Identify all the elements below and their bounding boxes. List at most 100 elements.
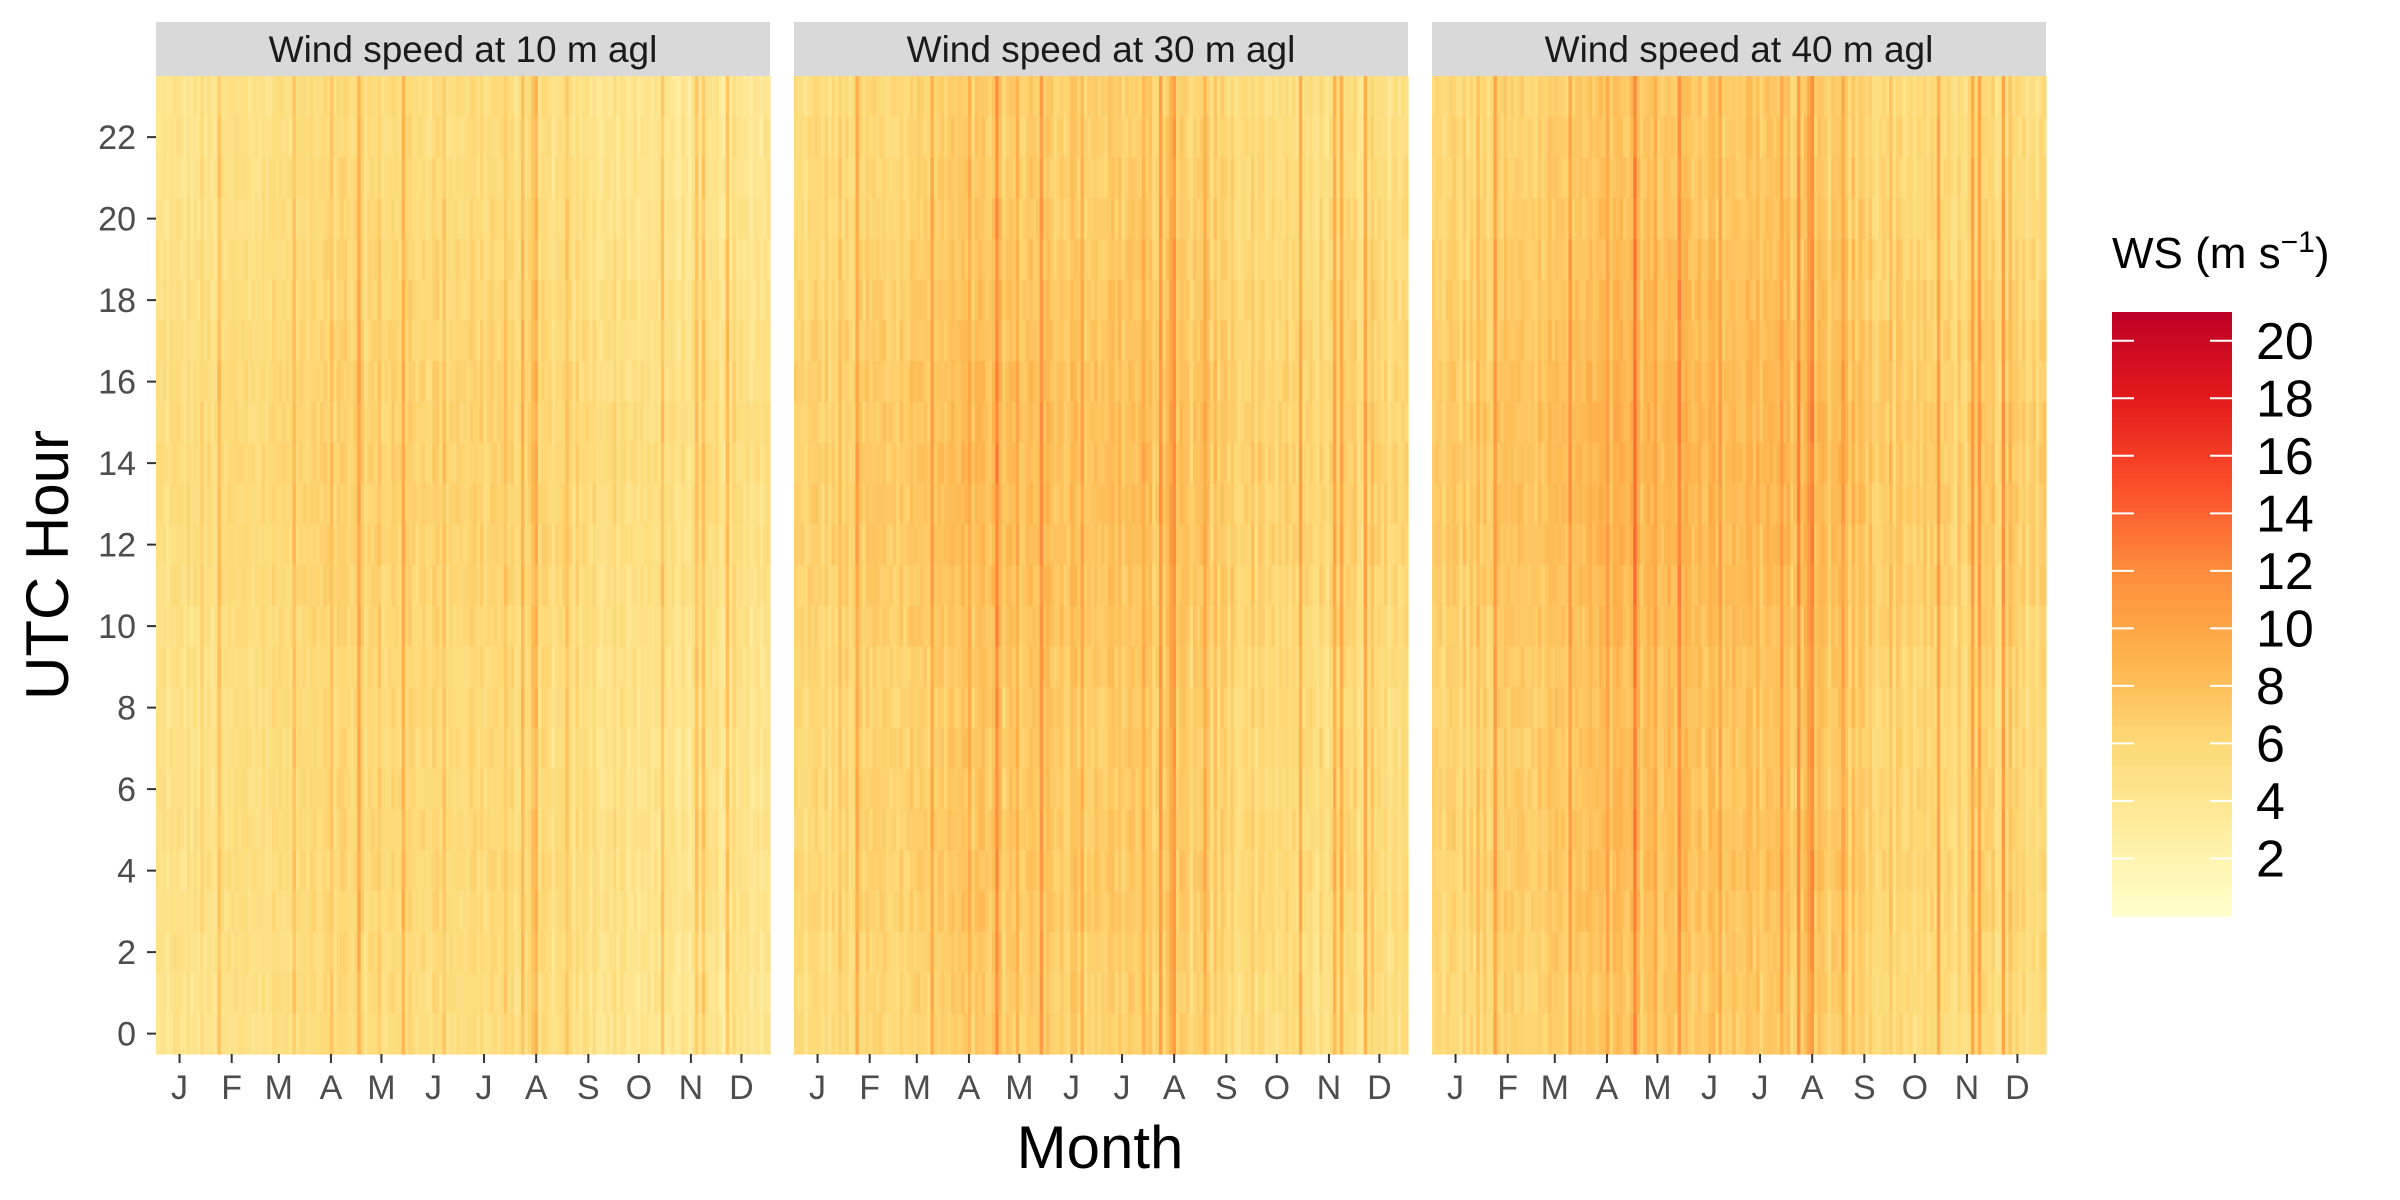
heatmap-cell [657, 687, 662, 729]
heatmap-cell [275, 198, 280, 240]
heatmap-cell [333, 361, 338, 403]
heatmap-cell [688, 687, 693, 729]
heatmap-cell [493, 809, 498, 851]
heatmap-cell [439, 402, 444, 444]
heatmap-cell [428, 239, 433, 281]
heatmap-cell [657, 565, 662, 607]
heatmap-cell [466, 850, 471, 892]
heatmap-cell [538, 483, 543, 525]
heatmap-cell [568, 361, 573, 403]
heatmap-cell [463, 687, 468, 729]
heatmap-cell [271, 768, 276, 811]
heatmap-cell [814, 931, 819, 974]
heatmap-cell [705, 483, 710, 525]
heatmap-cell [575, 768, 580, 811]
heatmap-cell [227, 1013, 232, 1055]
heatmap-cell [401, 687, 406, 729]
heatmap-cell [510, 442, 515, 485]
heatmap-cell [418, 198, 423, 240]
heatmap-cell [855, 157, 860, 199]
heatmap-cell [817, 1013, 822, 1055]
heatmap-cell [691, 116, 696, 159]
heatmap-cell [381, 646, 386, 688]
heatmap-cell [289, 850, 294, 892]
heatmap-cell [794, 972, 799, 1014]
heatmap-cell [343, 320, 348, 362]
heatmap-cell [694, 320, 699, 362]
heatmap-cell [463, 850, 468, 892]
heatmap-cell [531, 931, 536, 974]
heatmap-cell [524, 76, 529, 118]
heatmap-cell [381, 891, 386, 933]
heatmap-cell [568, 605, 573, 648]
heatmap-cell [278, 198, 283, 240]
heatmap-cell [387, 646, 392, 688]
heatmap-cell [756, 850, 761, 892]
heatmap-cell [551, 483, 556, 525]
heatmap-cell [674, 279, 679, 322]
heatmap-cell [626, 768, 631, 811]
heatmap-cell [841, 483, 846, 525]
heatmap-cell [647, 442, 652, 485]
heatmap-cell [660, 728, 665, 770]
heatmap-cell [398, 687, 403, 729]
heatmap-cell [582, 646, 587, 688]
heatmap-cell [688, 524, 693, 566]
heatmap-cell [565, 768, 570, 811]
heatmap-cell [599, 76, 604, 118]
heatmap-cell [694, 483, 699, 525]
heatmap-cell [582, 239, 587, 281]
heatmap-cell [872, 483, 877, 525]
heatmap-cell [541, 646, 546, 688]
heatmap-cell [797, 198, 802, 240]
heatmap-cell [241, 157, 246, 199]
heatmap-cell [677, 116, 682, 159]
heatmap-cell [855, 442, 860, 485]
heatmap-cell [333, 850, 338, 892]
heatmap-cell [316, 361, 321, 403]
heatmap-cell [456, 361, 461, 403]
heatmap-cell [636, 931, 641, 974]
heatmap-cell [289, 728, 294, 770]
heatmap-cell [664, 320, 669, 362]
heatmap-cell [486, 768, 491, 811]
heatmap-cell [394, 768, 399, 811]
heatmap-cell [227, 76, 232, 118]
heatmap-cell [712, 850, 717, 892]
heatmap-cell [312, 891, 317, 933]
heatmap-cell [749, 605, 754, 648]
heatmap-cell [237, 524, 242, 566]
heatmap-cell [309, 198, 314, 240]
heatmap-cell [708, 198, 713, 240]
heatmap-cell [636, 239, 641, 281]
heatmap-cell [381, 320, 386, 362]
heatmap-cell [684, 279, 689, 322]
heatmap-cell [712, 198, 717, 240]
heatmap-cell [589, 768, 594, 811]
heatmap-cell [538, 972, 543, 1014]
heatmap-cell [200, 1013, 205, 1055]
heatmap-cell [701, 279, 706, 322]
heatmap-cell [289, 279, 294, 322]
heatmap-cell [752, 565, 757, 607]
heatmap-cell [381, 850, 386, 892]
heatmap-cell [422, 728, 427, 770]
heatmap-cell [742, 198, 747, 240]
heatmap-cell [326, 768, 331, 811]
heatmap-cell [329, 198, 334, 240]
heatmap-cell [708, 361, 713, 403]
heatmap-cell [609, 483, 614, 525]
heatmap-cell [234, 239, 239, 281]
heatmap-cell [596, 320, 601, 362]
heatmap-cell [698, 524, 703, 566]
heatmap-cell [654, 728, 659, 770]
heatmap-cell [493, 646, 498, 688]
heatmap-cell [193, 524, 198, 566]
heatmap-cell [398, 605, 403, 648]
heatmap-cell [405, 850, 410, 892]
heatmap-cell [203, 239, 208, 281]
heatmap-cell [596, 931, 601, 974]
heatmap-cell [800, 198, 805, 240]
heatmap-cell [217, 605, 222, 648]
heatmap-cell [278, 565, 283, 607]
